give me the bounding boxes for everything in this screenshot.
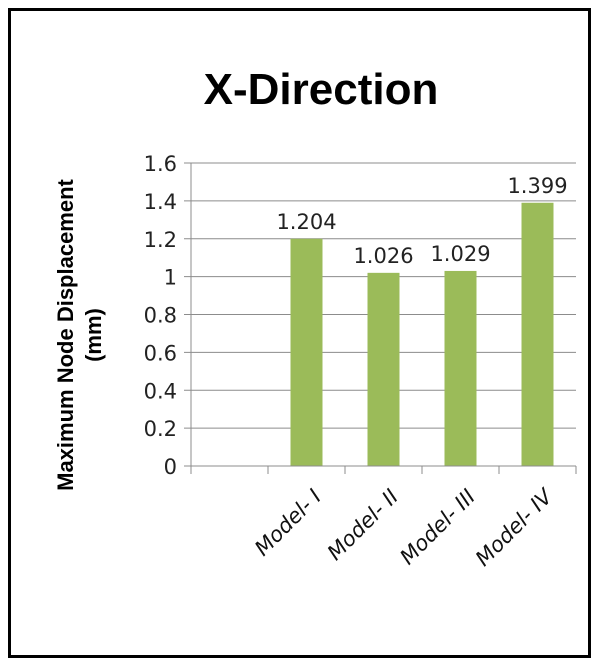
x-tick-label: Model- IV xyxy=(471,483,558,570)
y-tick-label: 0.2 xyxy=(144,417,177,441)
x-tick-label: Model- III xyxy=(395,485,480,570)
bar xyxy=(444,270,477,466)
bar xyxy=(367,272,400,466)
x-tick-label: Model- I xyxy=(250,485,326,561)
chart-frame: X-Direction Maximum Node Displacement (m… xyxy=(8,8,591,658)
y-tick-label: 0.6 xyxy=(144,341,177,365)
y-tick-label: 1.4 xyxy=(144,190,177,214)
y-tick-label: 1.6 xyxy=(144,152,177,176)
bar-chart: X-Direction Maximum Node Displacement (m… xyxy=(53,65,577,571)
y-tick-label: 1.2 xyxy=(144,228,177,252)
data-label: 1.204 xyxy=(276,210,336,234)
y-tick-label: 1 xyxy=(164,266,177,290)
y-axis-label: Maximum Node Displacement (mm) xyxy=(53,178,106,490)
bars xyxy=(290,202,554,467)
y-tick-label: 0.4 xyxy=(144,379,177,403)
data-label: 1.026 xyxy=(353,244,413,268)
y-tick-labels: 0 0.2 0.4 0.6 0.8 1 1.2 1.4 1.6 xyxy=(144,152,177,479)
y-axis-label-line1: Maximum Node Displacement xyxy=(53,178,78,490)
y-axis-label-line2: (mm) xyxy=(81,308,106,362)
bar xyxy=(290,238,323,466)
chart-title: X-Direction xyxy=(204,65,439,114)
axes xyxy=(184,162,577,474)
data-label: 1.399 xyxy=(507,174,567,198)
y-tick-label: 0 xyxy=(164,455,177,479)
x-tick-label: Model- II xyxy=(323,485,403,565)
bar xyxy=(521,202,554,467)
data-label: 1.029 xyxy=(430,242,490,266)
y-tick-label: 0.8 xyxy=(144,304,177,328)
data-labels: 1.204 1.026 1.029 1.399 xyxy=(276,174,567,268)
